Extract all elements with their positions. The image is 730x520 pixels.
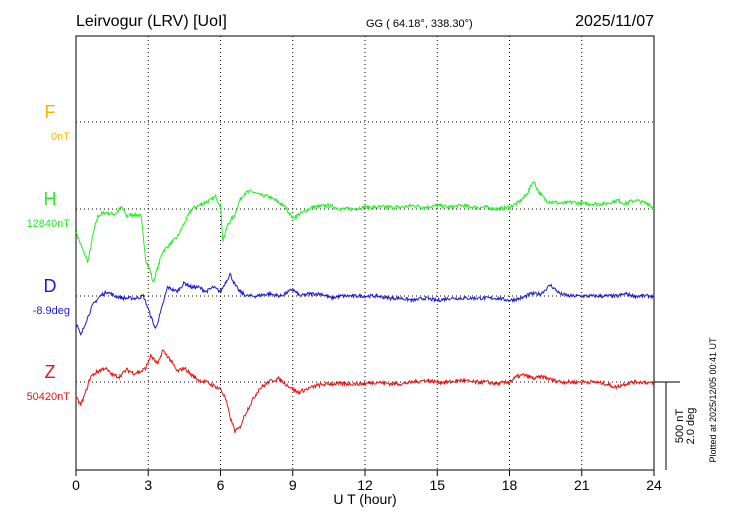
x-tick-label: 9 <box>289 477 297 493</box>
x-tick-label: 3 <box>144 477 152 493</box>
series-line-Z <box>76 349 655 434</box>
scale-deg: 2.0 deg <box>685 408 697 445</box>
x-tick-label: 0 <box>72 477 80 493</box>
component-name-Z: Z <box>45 362 56 382</box>
series-line-D <box>75 272 655 337</box>
component-name-F: F <box>45 102 56 122</box>
series-line-H <box>75 181 655 284</box>
component-labels: F 0nT H 12840nT D -8.9deg Z 50420nT <box>27 102 71 403</box>
x-ticks: 0 3 6 9 12 15 18 21 24 <box>72 470 662 493</box>
x-axis-label: U T (hour) <box>333 491 396 507</box>
x-tick-label: 21 <box>574 477 590 493</box>
coords-label: GG ( 64.18°, 338.30°) <box>366 18 473 30</box>
gridlines <box>76 36 654 470</box>
scale-bar: 500 nT 2.0 deg <box>654 381 697 470</box>
station-title: Leirvogur (LRV) [UoI] <box>76 13 227 30</box>
x-tick-label: 18 <box>502 477 518 493</box>
component-name-H: H <box>44 189 57 209</box>
component-baseline-Z: 50420nT <box>27 391 71 403</box>
component-name-D: D <box>44 276 57 296</box>
scale-nT: 500 nT <box>674 409 686 444</box>
date-label: 2025/11/07 <box>575 13 654 30</box>
component-baseline-H: 12840nT <box>27 218 71 230</box>
series-lines <box>75 181 655 434</box>
x-tick-label: 6 <box>217 477 225 493</box>
component-baseline-F: 0nT <box>51 131 70 143</box>
x-tick-label: 15 <box>429 477 445 493</box>
x-tick-label: 24 <box>646 477 662 493</box>
x-tick-label: 12 <box>357 477 373 493</box>
plotted-at-note: Plotted at 2025/12/05 00:41 UT <box>708 337 718 463</box>
component-baseline-D: -8.9deg <box>33 305 70 317</box>
